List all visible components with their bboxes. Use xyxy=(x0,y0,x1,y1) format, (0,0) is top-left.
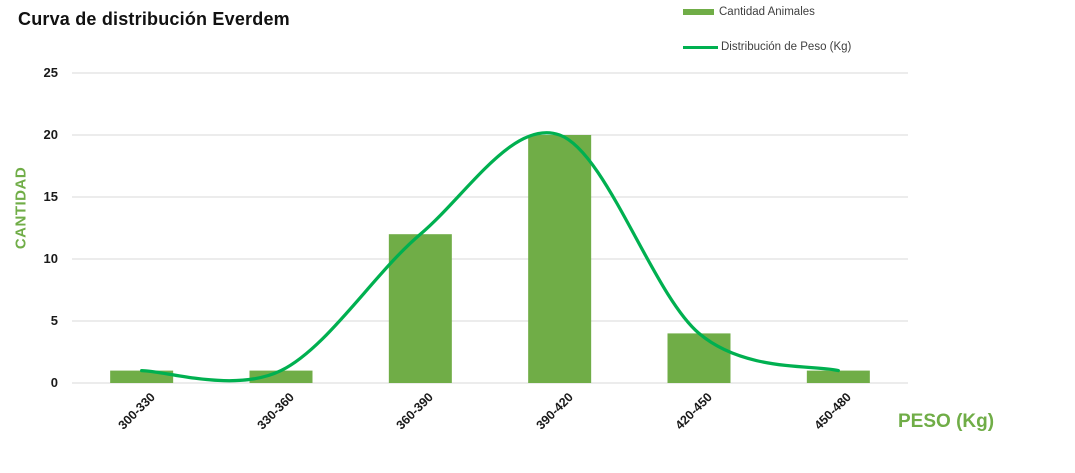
bar xyxy=(528,135,592,383)
line-curve xyxy=(140,131,840,383)
y-tick-label: 5 xyxy=(50,313,58,328)
chart-title: Curva de distribución Everdem xyxy=(18,9,290,29)
bar xyxy=(388,234,452,383)
y-tick-label: 25 xyxy=(43,65,58,80)
bar xyxy=(249,370,313,383)
y-tick-label: 0 xyxy=(50,375,58,390)
y-tick-label: 15 xyxy=(43,189,58,204)
legend: Cantidad Animales Distribución de Peso (… xyxy=(683,3,943,56)
legend-item-cantidad-animales: Cantidad Animales xyxy=(683,3,943,21)
x-axis-title: PESO (Kg) xyxy=(898,411,995,432)
y-tick-label: 10 xyxy=(43,251,58,266)
line-series-swatch-icon xyxy=(683,45,718,49)
bar-series-swatch-icon xyxy=(683,9,714,15)
y-tick-label: 20 xyxy=(43,127,58,142)
bar xyxy=(806,370,870,383)
bar xyxy=(667,333,731,383)
legend-label: Distribución de Peso (Kg) xyxy=(721,41,852,53)
legend-label: Cantidad Animales xyxy=(719,6,815,18)
legend-item-distribucion-peso: Distribución de Peso (Kg) xyxy=(683,38,943,56)
